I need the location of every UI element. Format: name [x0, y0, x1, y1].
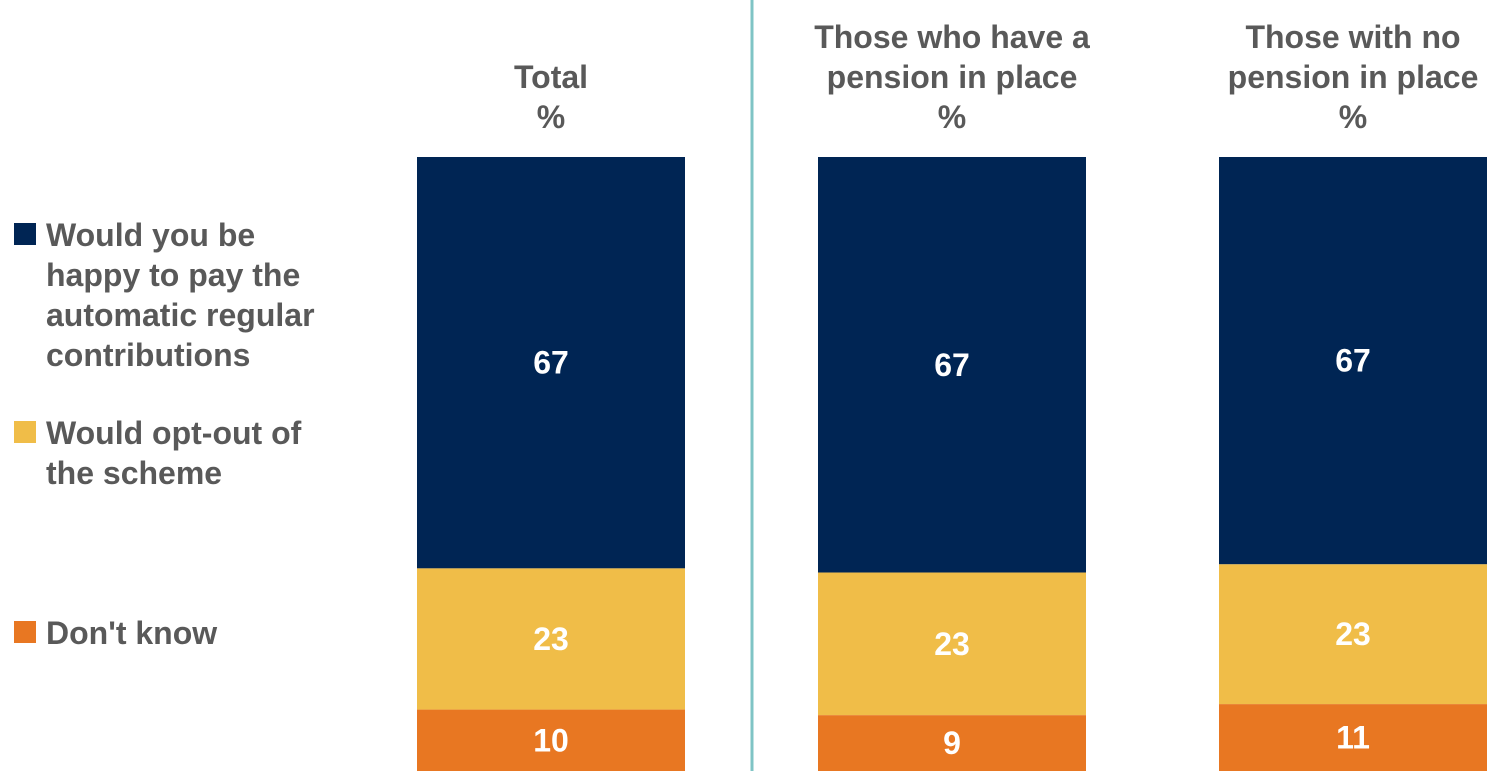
bar-segment-happy-to-pay-2	[1219, 157, 1487, 565]
bar-segment-dont-know-0	[417, 709, 685, 771]
legend-label-opt-out: Would opt-out of the scheme	[46, 415, 302, 491]
legend-label-happy-to-pay: Would you be happy to pay the automatic …	[46, 217, 315, 373]
category-label-line: Total	[514, 59, 588, 95]
legend-swatch-dont-know	[14, 621, 36, 643]
category-label-1: Those who have a pension in place%	[814, 19, 1090, 135]
data-label-happy-to-pay-0: 67	[533, 345, 569, 381]
data-label-opt-out-2: 23	[1335, 616, 1371, 652]
bar-segment-dont-know-1	[818, 715, 1086, 771]
data-label-happy-to-pay-1: 67	[934, 347, 970, 383]
bar-segment-opt-out-2	[1219, 564, 1487, 705]
category-label-line: pension in place	[1228, 59, 1479, 95]
category-label-line: Those with no	[1245, 19, 1460, 55]
bar-segment-happy-to-pay-1	[818, 157, 1086, 573]
category-label-0: Total%	[514, 59, 588, 135]
data-label-opt-out-0: 23	[533, 621, 569, 657]
data-label-dont-know-2: 11	[1336, 720, 1370, 756]
legend-swatch-happy-to-pay	[14, 223, 36, 245]
category-label-line: %	[938, 99, 966, 135]
legend-item-opt-out: Would opt-out of the scheme	[14, 413, 301, 493]
legend-label-dont-know: Don't know	[46, 615, 218, 651]
bar-segment-opt-out-0	[417, 568, 685, 710]
data-label-dont-know-1: 9	[943, 725, 961, 761]
category-label-2: Those with no pension in place%	[1228, 19, 1479, 135]
data-label-happy-to-pay-2: 67	[1335, 343, 1371, 379]
bar-segment-happy-to-pay-0	[417, 157, 685, 569]
bar-segment-opt-out-1	[818, 572, 1086, 716]
category-label-line: Those who have a	[814, 19, 1090, 55]
category-label-line: pension in place	[827, 59, 1078, 95]
data-label-opt-out-1: 23	[934, 626, 970, 662]
legend-swatch-opt-out	[14, 421, 36, 443]
category-label-line: %	[537, 99, 565, 135]
legend-item-happy-to-pay: Would you be happy to pay the automatic …	[14, 215, 315, 375]
chart-legend: Would you be happy to pay the automatic …	[14, 0, 374, 771]
data-label-dont-know-0: 10	[533, 722, 569, 758]
bar-segment-dont-know-2	[1219, 704, 1487, 771]
category-label-line: %	[1339, 99, 1367, 135]
legend-item-dont-know: Don't know	[14, 613, 217, 653]
